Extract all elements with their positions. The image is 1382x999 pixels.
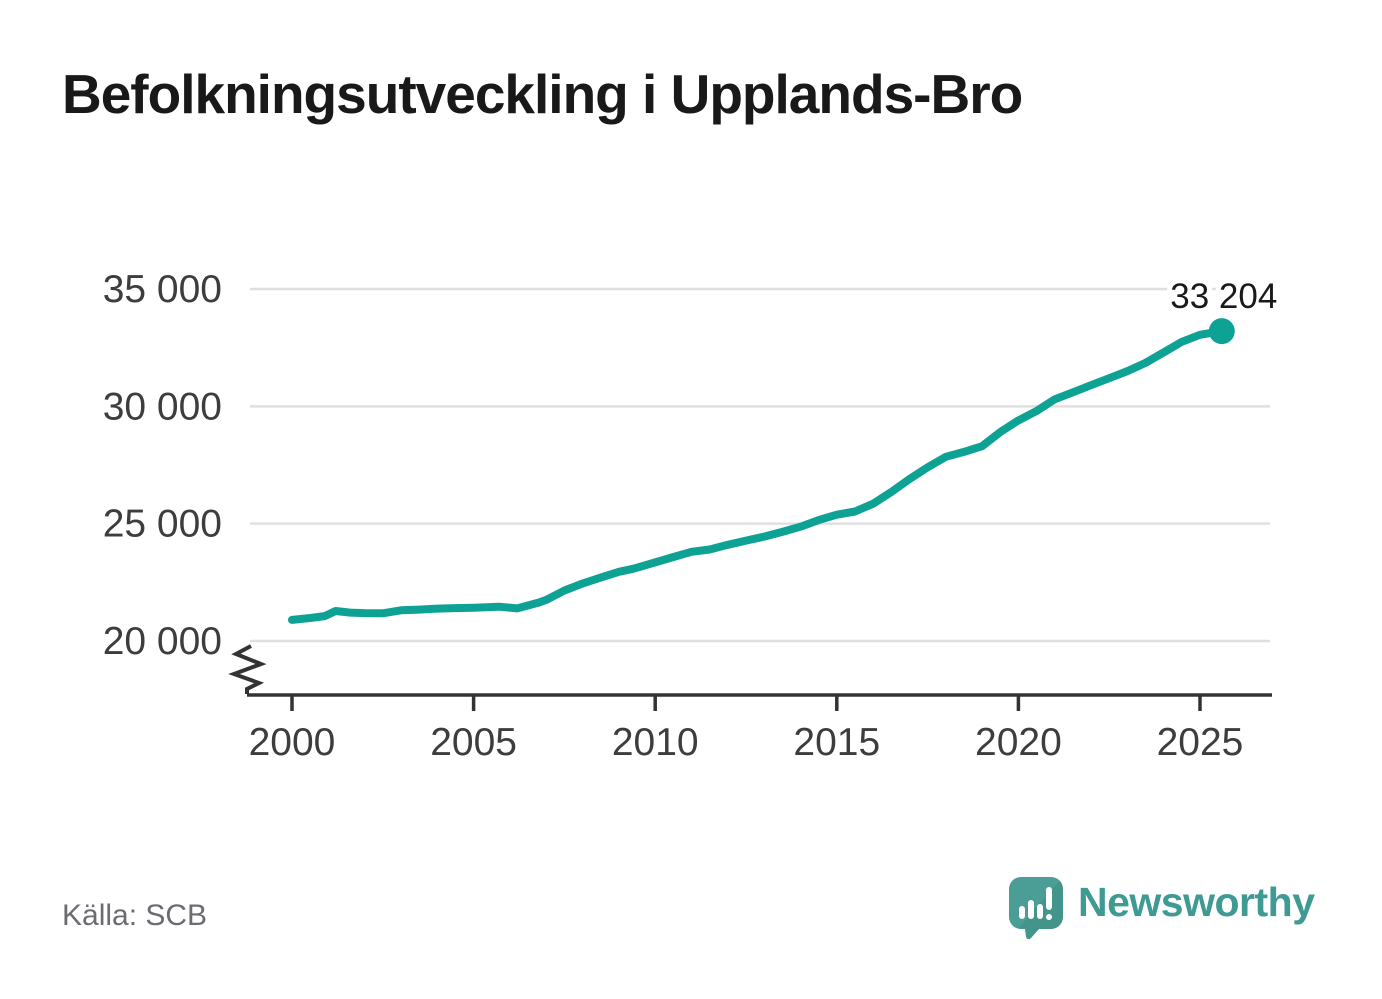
last-value-marker [1208,318,1235,345]
source-note: Källa: SCB [62,899,208,932]
population-series-line [288,327,1226,624]
newsworthy-speech-bubble-chart-icon [1009,877,1063,940]
y-axis-tick-label: 20 000 [103,620,222,663]
y-axis-tick-label: 35 000 [103,268,222,311]
newsworthy-logo: Newsworthy [1008,876,1315,940]
x-axis-tick-label: 2005 [430,721,517,764]
x-axis-tick-label: 2020 [975,721,1062,764]
page-title: Befolkningsutveckling i Upplands-Bro [62,63,1023,125]
y-axis-tick-label: 30 000 [103,385,222,428]
x-axis-tick-label: 2010 [612,721,699,764]
x-axis-tick-label: 2000 [249,721,336,764]
newsworthy-wordmark: Newsworthy [1078,879,1315,925]
x-axis-tick-label: 2025 [1157,721,1244,764]
x-axis-tick-label: 2015 [793,721,880,764]
y-axis-tick-label: 25 000 [103,503,222,546]
y-axis-break-zigzag [228,644,267,694]
last-value-label: 33 204 [1170,277,1277,316]
